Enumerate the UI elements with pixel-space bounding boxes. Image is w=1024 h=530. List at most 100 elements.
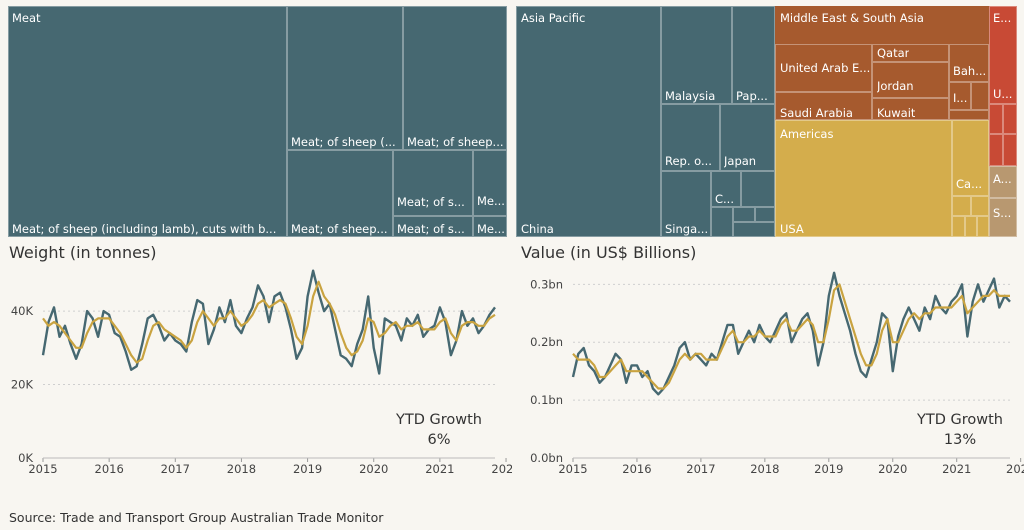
treemap-cell-label: S...	[993, 206, 1012, 220]
value-line-chart: 0.0bn 0.1bn 0.2bn 0.3bn 2015 2016 2017 2018 2019…	[530, 271, 1024, 476]
treemap-cell[interactable]	[8, 6, 287, 237]
value-chart-title: Value (in US$ Billions)	[521, 243, 697, 262]
treemap-cell-label: Meat; of sheep...	[291, 222, 388, 236]
treemap-cell[interactable]	[965, 216, 977, 237]
treemap-cell[interactable]	[989, 134, 1003, 166]
treemap-cell[interactable]	[403, 6, 507, 150]
region-americas	[775, 120, 989, 237]
treemap-cell[interactable]	[989, 104, 1003, 134]
treemap-cell-singa[interactable]	[661, 171, 711, 237]
treemap-cell-label: Meat; of s...	[397, 195, 465, 209]
treemap-cell[interactable]	[971, 196, 989, 216]
treemap-cell-label: Singa...	[665, 222, 709, 236]
treemap-cell-kuwait[interactable]	[872, 98, 949, 120]
treemap-cell-s[interactable]	[989, 198, 1017, 237]
y-tick-label: 0.0bn	[530, 451, 563, 465]
treemap-cell-label: Meat; of sheep...	[407, 135, 504, 149]
x-tick-label: 2018	[750, 462, 779, 476]
treemap-cell-ca[interactable]	[952, 120, 989, 196]
x-tick-label: 2019	[293, 462, 322, 476]
treemap-cell-label: U...	[993, 87, 1013, 101]
treemap-cell-uae[interactable]	[775, 44, 872, 92]
series-line-actual	[571, 271, 1011, 396]
treemap-cell[interactable]	[741, 171, 775, 207]
region-label: E...	[993, 11, 1012, 25]
weight-ytd-growth: YTD Growth 6%	[383, 410, 495, 450]
x-tick-label: 2022	[1006, 462, 1024, 476]
x-tick-label: 2017	[686, 462, 715, 476]
treemap-cell-u[interactable]	[989, 6, 1017, 104]
treemap-cell[interactable]	[1003, 104, 1017, 134]
x-tick-label: 2016	[95, 462, 124, 476]
treemap-cell-usa[interactable]	[775, 120, 952, 237]
treemap-cell-rep[interactable]	[661, 104, 720, 171]
treemap-cell-c[interactable]	[711, 171, 741, 207]
treemap-cell-label: Saudi Arabia	[780, 106, 853, 120]
series-line-actual	[41, 269, 496, 375]
treemap-cell-label: I...	[953, 91, 968, 105]
x-tick-label: 2021	[942, 462, 971, 476]
x-tick-label: 2015	[558, 462, 587, 476]
treemap-cell[interactable]	[287, 6, 403, 150]
region-label: Asia Pacific	[521, 11, 586, 25]
treemap-cell-label: Meat; of sheep (including lamb), cuts wi…	[12, 222, 277, 236]
treemap-cell[interactable]	[733, 222, 775, 237]
y-tick-label: 0.3bn	[530, 277, 563, 291]
treemap-cell-label: China	[521, 222, 554, 236]
treemap-cell[interactable]	[952, 196, 971, 216]
treemap-cell[interactable]	[711, 207, 733, 237]
treemap-cell-label: Pap...	[736, 89, 768, 103]
weight-line-chart: 0K 20K 40K 2015 2016 2017 2018 2019 2020 2021 2022	[11, 269, 512, 476]
treemap-cell-a[interactable]	[989, 166, 1017, 198]
treemap-cell-i[interactable]	[949, 82, 971, 110]
region-label: Middle East & South Asia	[780, 11, 924, 25]
treemap-cell[interactable]	[971, 82, 989, 110]
ytd-value: 6%	[427, 432, 451, 448]
y-tick-label: 0.1bn	[530, 393, 563, 407]
treemap-cell[interactable]	[287, 150, 393, 237]
y-tick-label: 0.2bn	[530, 335, 563, 349]
treemap-cell[interactable]	[977, 216, 989, 237]
source-note: Source: Trade and Transport Group Austra…	[9, 510, 384, 525]
treemap-cell[interactable]	[473, 150, 507, 216]
treemap-cell-label: Malaysia	[665, 89, 716, 103]
x-tick-label: 2016	[622, 462, 651, 476]
treemap-cell-label: USA	[780, 222, 804, 236]
y-tick-label: 40K	[11, 304, 34, 318]
treemap-cell-pap[interactable]	[732, 6, 775, 104]
ytd-label: YTD Growth	[396, 412, 482, 428]
treemap-cell-japan[interactable]	[720, 104, 775, 171]
treemap-cell-label: Rep. o...	[665, 154, 712, 168]
treemap-cell-malaysia[interactable]	[661, 6, 732, 104]
treemap-cell[interactable]	[733, 207, 755, 222]
treemap-cell[interactable]	[952, 216, 965, 237]
treemap-cell[interactable]	[393, 150, 473, 216]
ytd-label: YTD Growth	[917, 412, 1003, 428]
treemap-cell-china[interactable]	[516, 6, 661, 237]
treemap-cell-label: Ca...	[956, 177, 983, 191]
x-tick-label: 2021	[425, 462, 454, 476]
series-line-moving-average	[42, 280, 496, 364]
treemap-cell-label: Me...	[477, 222, 505, 236]
series-line-moving-average	[572, 283, 1010, 390]
x-tick-label: 2018	[227, 462, 256, 476]
treemap-cell-label: Meat; of s...	[397, 222, 465, 236]
treemap-cell-jordan[interactable]	[872, 62, 949, 98]
x-tick-label: 2015	[28, 462, 57, 476]
treemap-cell[interactable]	[393, 216, 473, 237]
treemap-cell-bah[interactable]	[949, 44, 989, 82]
x-tick-label: 2020	[878, 462, 907, 476]
treemap-cell[interactable]	[473, 216, 507, 237]
region-europe	[989, 6, 1017, 166]
treemap-cell-label: Qatar	[877, 46, 910, 60]
region-middle-east	[775, 6, 989, 120]
treemap-cell-qatar[interactable]	[872, 44, 949, 62]
treemap-cell-label: Meat; of sheep (...	[291, 135, 396, 149]
treemap-cell[interactable]	[1003, 134, 1017, 166]
treemap-cell[interactable]	[755, 207, 775, 222]
treemap-cell-saudi[interactable]	[775, 92, 872, 120]
ytd-value: 13%	[943, 432, 977, 448]
treemap-cell-label: Bah...	[953, 64, 987, 78]
treemap-cell[interactable]	[949, 110, 989, 120]
treemap-cell-label: Me...	[477, 194, 505, 208]
